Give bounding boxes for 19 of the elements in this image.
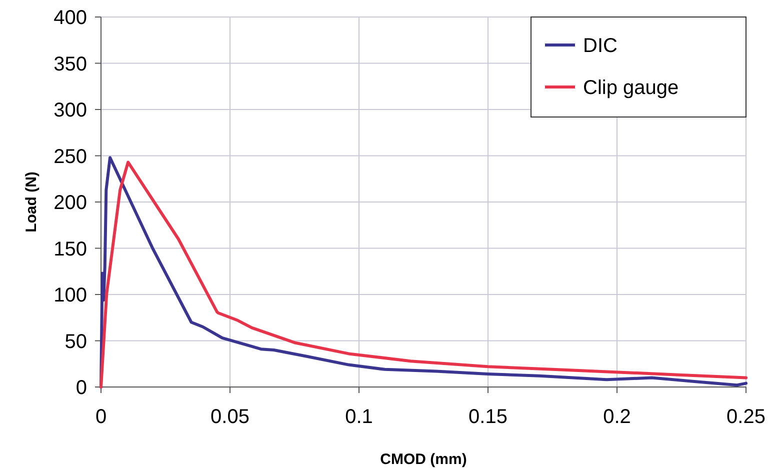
- y-tick-label: 100: [54, 284, 87, 306]
- y-tick-label: 0: [76, 377, 87, 399]
- legend-label: DIC: [583, 35, 618, 57]
- y-tick-label: 350: [54, 53, 87, 76]
- y-tick-label: 300: [54, 100, 87, 122]
- y-tick-label: 400: [54, 7, 87, 29]
- x-tick-label: 0.2: [603, 406, 631, 428]
- y-axis-title: Load (N): [23, 172, 40, 232]
- y-tick-label: 150: [54, 238, 87, 260]
- y-tick-label: 50: [64, 330, 87, 353]
- x-tick-label: 0.1: [345, 406, 373, 428]
- y-tick-label: 200: [54, 192, 87, 214]
- y-tick-label: 250: [54, 146, 87, 168]
- x-axis-title: CMOD (mm): [380, 451, 467, 468]
- x-tick-label: 0.25: [726, 406, 766, 428]
- x-tick-label: 0.15: [468, 406, 508, 428]
- x-tick-label: 0: [95, 406, 107, 428]
- legend-label: Clip gauge: [583, 77, 679, 99]
- x-tick-label: 0.05: [210, 406, 250, 428]
